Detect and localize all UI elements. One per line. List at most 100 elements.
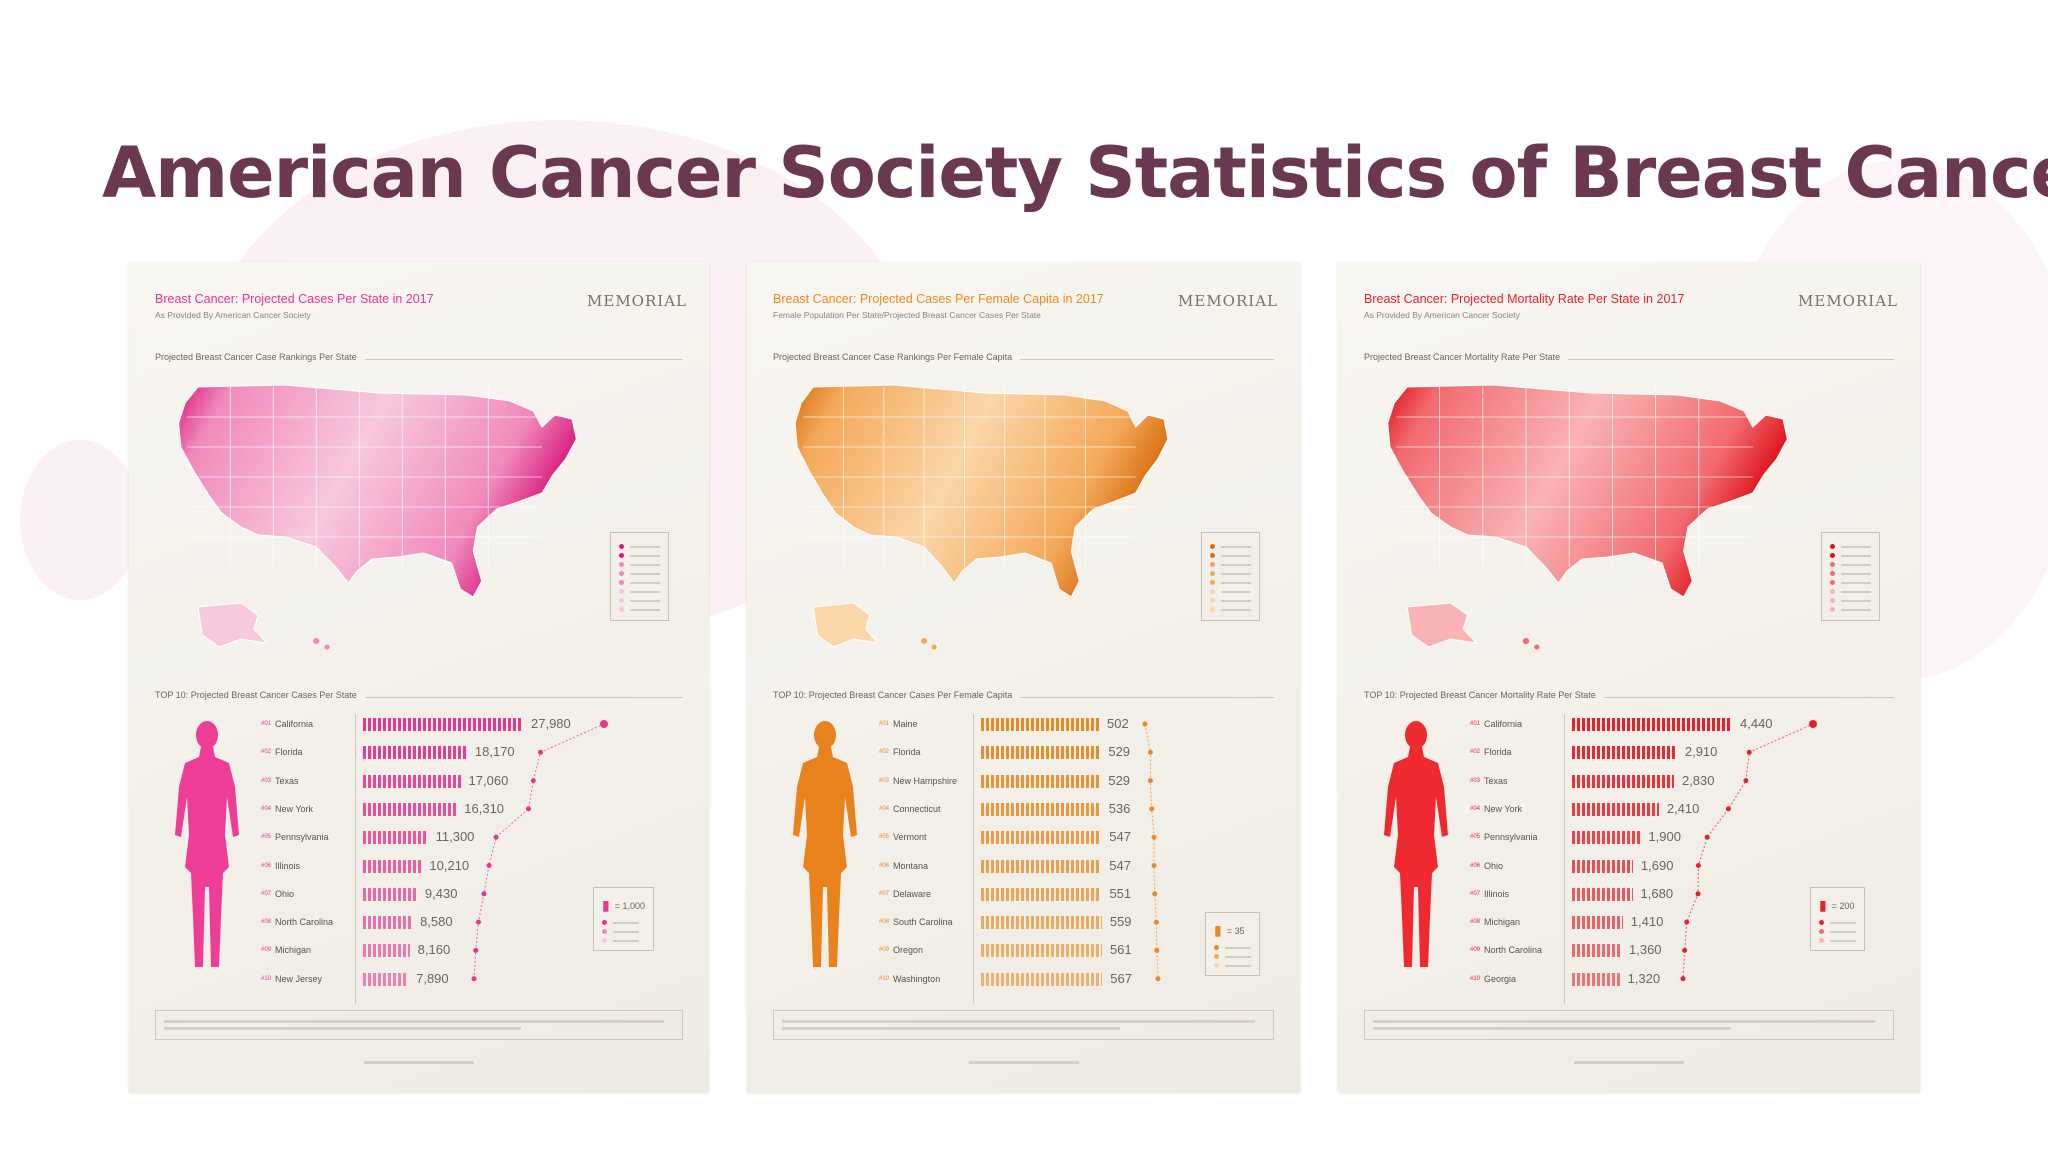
top10-heading: TOP 10: Projected Breast Cancer Mortalit… (1364, 690, 1596, 700)
legend-row (1830, 569, 1871, 578)
rank-label: #01 (260, 721, 271, 727)
legend-row (1830, 596, 1871, 605)
legend-label-mark (1841, 590, 1871, 593)
us-map-contiguous (794, 384, 1169, 598)
legend-row (1214, 952, 1251, 961)
pictogram-bar (363, 774, 461, 788)
legend-label-mark (630, 599, 660, 602)
rank-label: #05 (1469, 834, 1480, 841)
source-box (155, 1010, 683, 1040)
trend-point (1680, 976, 1686, 982)
legend-swatch (619, 571, 624, 576)
unit-label: = 35 (1226, 925, 1245, 936)
rank-label: #07 (260, 890, 271, 897)
state-name: Washington (893, 973, 941, 984)
legend-swatch (1819, 938, 1824, 943)
infographic-cases-per-capita: Breast Cancer: Projected Cases Per Femal… (747, 262, 1300, 1092)
legend-label-mark (1221, 581, 1251, 584)
legend-row (1210, 578, 1251, 587)
rank-label: #01 (1469, 721, 1480, 727)
source-text-mark (164, 1020, 664, 1023)
legend-swatch (619, 607, 624, 612)
unit-legend: ▮ = 35 (1205, 912, 1260, 976)
legend-label-mark (630, 608, 660, 611)
value-label: 8,580 (420, 914, 453, 930)
rank-label: #04 (878, 805, 889, 812)
infographic-mortality-rate: Breast Cancer: Projected Mortality Rate … (1338, 262, 1920, 1092)
female-silhouette-icon (1384, 721, 1448, 967)
legend-row (619, 569, 660, 578)
state-name: California (1484, 719, 1523, 729)
state-name: North Carolina (1484, 945, 1543, 956)
trend-point (1154, 947, 1160, 953)
state-name: Ohio (275, 888, 295, 899)
legend-row (1830, 560, 1871, 569)
legend-label-mark (1225, 946, 1251, 949)
state-name: Texas (275, 775, 299, 786)
rank-label: #02 (878, 749, 889, 756)
trend-line (471, 720, 608, 982)
pictogram-bar (981, 831, 1102, 845)
value-label: 27,980 (531, 716, 571, 731)
legend-swatch (1830, 553, 1835, 558)
legend-row (1210, 596, 1251, 605)
bars-axis-line (1564, 714, 1565, 1004)
state-name: Pennsylvania (1484, 832, 1538, 843)
rank-label: #06 (260, 862, 271, 869)
us-map (178, 384, 577, 650)
pictogram-bar (363, 887, 417, 901)
legend-row (1830, 605, 1871, 614)
value-label: 1,680 (1640, 885, 1674, 901)
state-name: New York (275, 803, 314, 814)
legend-swatch (619, 553, 624, 558)
legend-label-mark (1830, 939, 1856, 942)
rank-label: #05 (878, 834, 889, 841)
legend-row (1830, 542, 1871, 551)
legend-label-mark (630, 581, 660, 584)
alaska-shape (812, 602, 880, 648)
map-heading: Projected Breast Cancer Case Rankings Pe… (773, 352, 1013, 362)
value-label: 4,440 (1740, 716, 1773, 731)
legend-label-mark (1225, 955, 1251, 958)
pictogram-bar (363, 944, 410, 958)
value-label: 1,900 (1648, 829, 1681, 845)
value-label: 567 (1110, 970, 1132, 986)
value-label: 8,160 (417, 942, 451, 958)
legend-swatch (1210, 607, 1215, 612)
legend-swatch (1210, 553, 1215, 558)
panel-subtitle: As Provided By American Cancer Society (1364, 310, 1520, 320)
panel-subtitle: Female Population Per State/Projected Br… (773, 310, 1041, 320)
legend-label-mark (1841, 554, 1871, 557)
us-map (794, 384, 1169, 650)
pictogram-bar (363, 718, 523, 731)
infographic-cases-per-state: Breast Cancer: Projected Cases Per State… (129, 262, 709, 1092)
legend-swatch (1830, 580, 1835, 585)
source-text-mark (164, 1027, 521, 1030)
panel-title: Breast Cancer: Projected Mortality Rate … (1364, 292, 1685, 306)
female-silhouette-icon (175, 721, 239, 967)
state-name: South Carolina (893, 917, 953, 928)
legend-row (619, 578, 660, 587)
rank-label: #01 (878, 721, 889, 727)
legend-row (602, 936, 645, 945)
legend-row (619, 605, 660, 614)
legend-label-mark (1841, 581, 1871, 584)
trend-point (1149, 806, 1155, 812)
legend-label-mark (1221, 590, 1251, 593)
value-label: 17,060 (468, 772, 509, 788)
pictogram-bar (363, 746, 467, 760)
legend-label-mark (1841, 572, 1871, 575)
legend-row (1210, 551, 1251, 560)
divider (365, 359, 683, 360)
state-name: Maine (893, 719, 918, 729)
state-name: New Jersey (275, 973, 323, 984)
value-label: 2,830 (1681, 772, 1715, 788)
legend-row (1819, 927, 1856, 936)
trend-point (1155, 976, 1161, 982)
legend-row (619, 587, 660, 596)
value-label: 547 (1109, 829, 1131, 845)
unit-row: ▮ = 1,000 (602, 897, 645, 914)
trend-line (1142, 721, 1161, 982)
value-label: 11,300 (435, 829, 475, 845)
state-name: Georgia (1484, 973, 1517, 984)
